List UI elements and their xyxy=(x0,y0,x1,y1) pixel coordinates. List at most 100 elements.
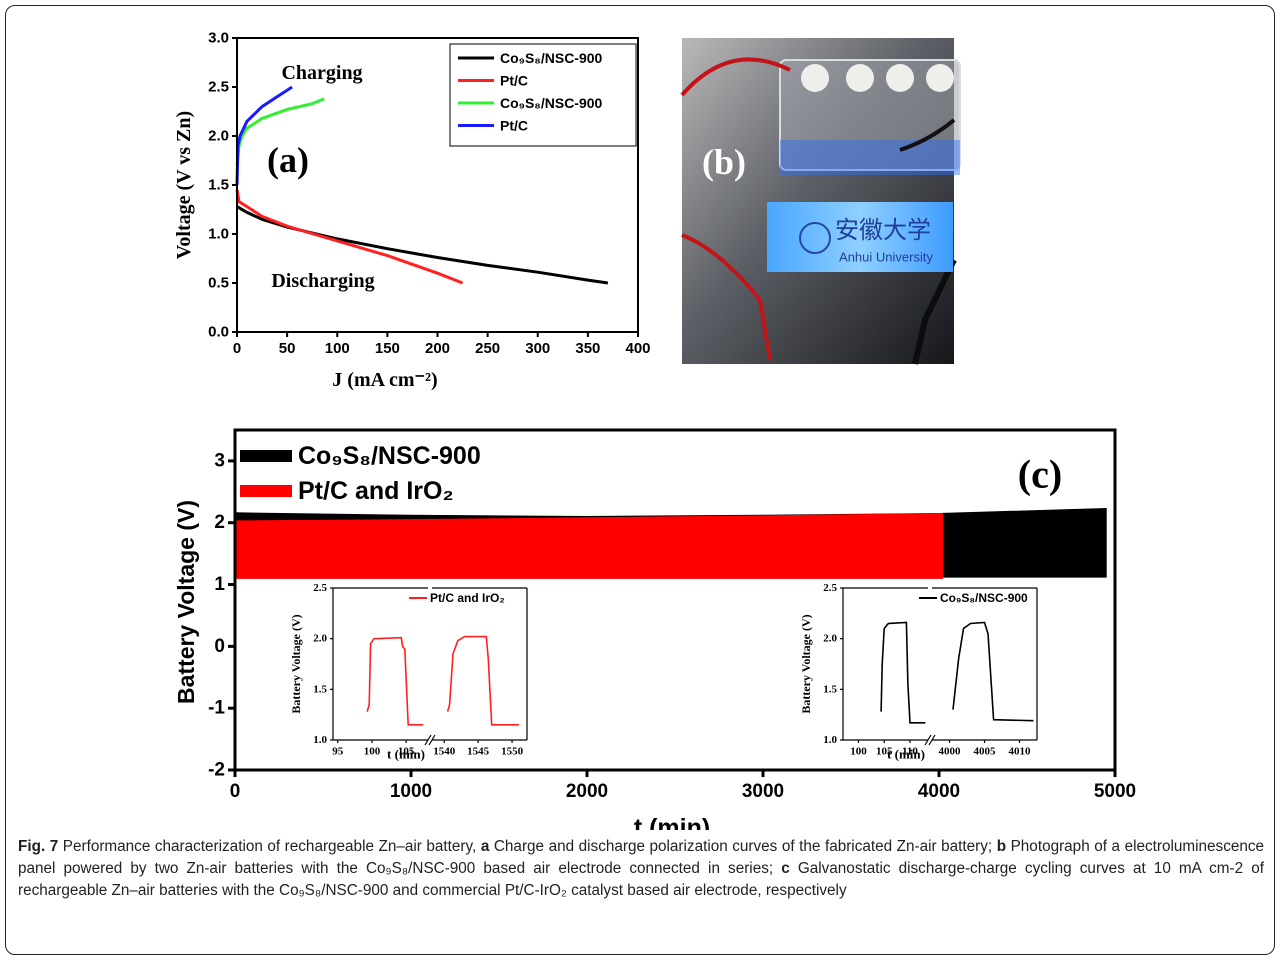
data-line xyxy=(236,205,609,285)
caption-text: Performance characterization of recharge… xyxy=(58,838,481,855)
y-tick-label: 0 xyxy=(214,636,225,657)
wire xyxy=(912,258,957,365)
y-tick-label: -2 xyxy=(208,760,225,781)
x-axis-title: J (mA cm⁻²) xyxy=(332,369,437,391)
y-tick-label: 1.0 xyxy=(208,226,229,243)
y-tick-label: 0.0 xyxy=(208,324,229,341)
x-tick-label: 200 xyxy=(425,340,450,357)
x-tick-label: 2000 xyxy=(566,781,608,802)
x-tick-label: 5000 xyxy=(1094,781,1136,802)
x-tick-label: 1545 xyxy=(467,745,490,757)
x-tick-label: 1000 xyxy=(390,781,432,802)
y-tick-label: 2.0 xyxy=(208,128,229,145)
x-tick-label: 4000 xyxy=(918,781,960,802)
x-axis-title: t (min) xyxy=(634,814,710,830)
caption-text: Photograph of a electroluminescence pane… xyxy=(18,838,1269,877)
panel-label: (a) xyxy=(267,140,309,180)
x-tick-label: 350 xyxy=(575,340,600,357)
x-tick-label: 4000 xyxy=(939,745,962,757)
cap xyxy=(801,64,829,92)
y-tick-label: 1 xyxy=(214,574,225,595)
data-line xyxy=(446,635,519,726)
y-tick-label: 2.5 xyxy=(823,582,837,594)
panel-text-en: Anhui University xyxy=(839,250,933,265)
x-tick-label: 400 xyxy=(625,340,650,357)
y-tick-label: -1 xyxy=(208,698,225,719)
cap xyxy=(846,64,874,92)
axis-break xyxy=(924,734,932,746)
y-tick-label: 2.0 xyxy=(313,633,327,645)
y-axis-title: Battery Voltage (V) xyxy=(289,614,303,713)
x-tick-label: 100 xyxy=(364,745,381,757)
legend-label: Pt/C xyxy=(500,73,528,89)
figure-frame xyxy=(5,5,1275,955)
axis-break xyxy=(928,734,936,746)
cap xyxy=(926,64,954,92)
legend-label: Pt/C and IrO₂ xyxy=(298,477,454,505)
y-tick-label: 2 xyxy=(214,512,225,533)
caption-label: b xyxy=(996,838,1007,855)
data-line xyxy=(366,636,424,726)
legend-label: Pt/C and IrO₂ xyxy=(430,591,505,605)
x-tick-label: 3000 xyxy=(742,781,784,802)
x-tick-label: 0 xyxy=(233,340,241,357)
caption-label: c xyxy=(781,860,790,877)
x-tick-label: 4005 xyxy=(974,745,997,757)
axis-break xyxy=(424,734,432,746)
y-axis-title: Battery Voltage (V) xyxy=(173,500,199,704)
x-tick-label: 105 xyxy=(398,745,415,757)
x-tick-label: 100 xyxy=(850,745,867,757)
figure: 安徽大学 Anhui University (b) 0.0 0.5 1.0 1.5 2.… xyxy=(173,30,1136,831)
wire xyxy=(899,118,956,152)
legend-label: Co₉S₈/NSC-900 xyxy=(298,442,481,470)
data-line xyxy=(952,621,1034,722)
logo xyxy=(799,222,831,254)
y-tick-label: 2.0 xyxy=(823,633,837,645)
caption-label: a xyxy=(480,838,490,855)
y-tick-label: 2.5 xyxy=(208,79,229,96)
el-panel xyxy=(767,202,953,272)
caption-text: Galvanostatic discharge-charge cycling c… xyxy=(18,860,1269,899)
wire xyxy=(681,233,772,361)
legend-label: Co₉S₈/NSC-900 xyxy=(500,95,603,111)
photo: 安徽大学 Anhui University (b) xyxy=(680,38,961,365)
x-tick-label: 300 xyxy=(525,340,550,357)
cycling-band xyxy=(234,512,943,579)
x-tick-label: 50 xyxy=(279,340,296,357)
y-tick-label: 2.5 xyxy=(313,582,327,594)
cap xyxy=(886,64,914,92)
x-tick-label: 4010 xyxy=(1009,745,1032,757)
caption-label: Fig. 7 xyxy=(18,838,59,855)
legend-frame xyxy=(449,43,637,147)
legend-label: Pt/C xyxy=(500,118,528,134)
y-tick-label: 0.5 xyxy=(208,275,229,292)
annotation: Charging xyxy=(281,62,362,84)
caption-text: Charge and discharge polarization curves… xyxy=(489,838,997,855)
x-axis-title: t (min) xyxy=(887,747,925,762)
plot-frame xyxy=(236,37,639,333)
x-axis-title: t (min) xyxy=(387,747,425,762)
x-tick-label: 110 xyxy=(902,745,918,757)
wire xyxy=(680,57,791,97)
annotation: Discharging xyxy=(271,270,374,292)
y-axis-title: Battery Voltage (V) xyxy=(799,614,813,713)
panel-label: (b) xyxy=(702,142,746,182)
x-tick-label: 150 xyxy=(375,340,400,357)
panel-label: (c) xyxy=(1018,452,1062,497)
axis-break xyxy=(428,734,436,746)
y-tick-label: 1.5 xyxy=(313,683,327,695)
x-tick-label: 95 xyxy=(332,745,344,757)
panel-text-cn: 安徽大学 xyxy=(835,216,931,244)
y-tick-label: 1.0 xyxy=(313,734,327,746)
caption: Fig. 7 Performance characterization of r… xyxy=(18,836,1264,902)
x-tick-label: 0 xyxy=(230,781,241,802)
y-tick-label: 3.0 xyxy=(208,30,229,47)
data-line xyxy=(880,621,926,724)
y-tick-label: 1.5 xyxy=(208,177,229,194)
y-axis-title: Voltage (V vs Zn) xyxy=(173,111,195,259)
x-tick-label: 250 xyxy=(475,340,500,357)
battery-glow xyxy=(780,140,960,175)
x-tick-label: 105 xyxy=(876,745,893,757)
x-tick-label: 100 xyxy=(325,340,350,357)
y-tick-label: 1.0 xyxy=(823,734,837,746)
